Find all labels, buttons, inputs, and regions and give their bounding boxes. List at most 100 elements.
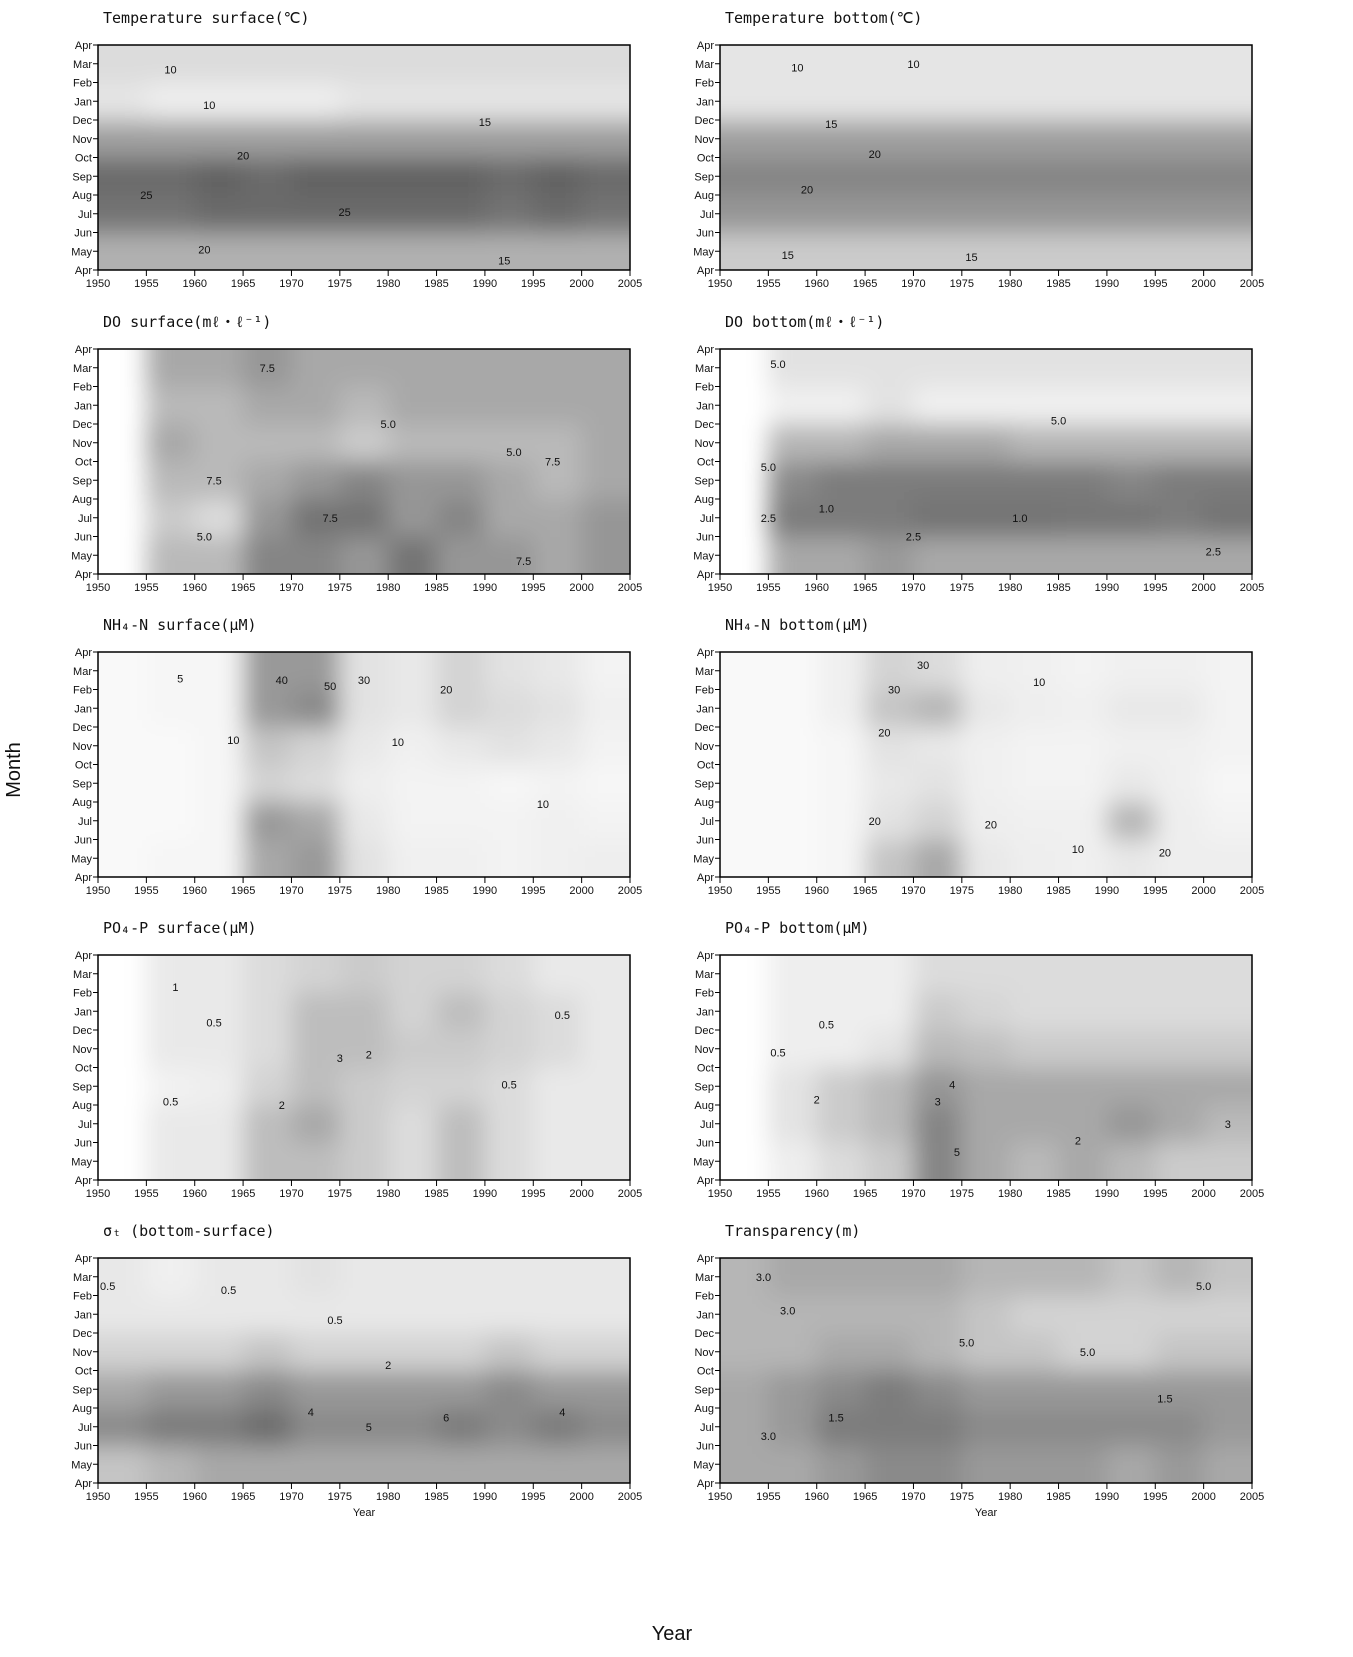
y-tick-label: Oct xyxy=(75,760,92,772)
heat-cell xyxy=(1058,1295,1108,1334)
y-tick-label: Mar xyxy=(73,666,92,678)
heat-cell xyxy=(816,839,866,877)
heat-cell xyxy=(194,499,244,537)
contour-label: 0.5 xyxy=(221,1285,236,1297)
heat-cell xyxy=(1155,727,1205,765)
heat-cell xyxy=(291,652,341,690)
y-tick-label: Aug xyxy=(72,494,92,506)
heat-cell xyxy=(339,424,389,462)
contour-label: 1.0 xyxy=(1012,513,1027,525)
heat-cell xyxy=(768,461,818,500)
heat-cell xyxy=(1058,1030,1108,1068)
heat-cell xyxy=(816,1067,866,1106)
heat-cell xyxy=(581,120,630,158)
heat-cell xyxy=(913,802,963,840)
y-tick-label: Jul xyxy=(700,513,714,525)
contour-label: 5.0 xyxy=(959,1337,974,1349)
contour-label: 5.0 xyxy=(506,447,521,459)
heat-cell xyxy=(1203,1105,1252,1143)
x-tick-label: 1960 xyxy=(804,582,828,594)
heat-cell xyxy=(339,1258,389,1296)
contour-label: 20 xyxy=(801,184,813,196)
heat-cell xyxy=(816,1370,866,1409)
heat-cell xyxy=(484,1445,534,1483)
heat-cell xyxy=(1203,157,1252,196)
contour-label: 10 xyxy=(1072,844,1084,856)
contour-label: 2 xyxy=(814,1094,820,1106)
heat-cell xyxy=(913,349,963,387)
heat-cell xyxy=(339,955,389,993)
heat-cell xyxy=(533,386,583,425)
y-tick-label: Apr xyxy=(75,1253,92,1265)
heat-cell xyxy=(98,727,147,765)
heat-cell xyxy=(388,1408,438,1446)
heat-cell xyxy=(581,839,630,877)
heat-cell xyxy=(961,1030,1011,1068)
heat-cell xyxy=(1058,764,1108,803)
heat-cell xyxy=(243,652,292,690)
heat-cell xyxy=(865,424,914,462)
heat-cell xyxy=(533,1445,583,1483)
contour-label: 1.0 xyxy=(819,503,834,515)
heat-cell xyxy=(816,157,866,196)
heat-cell xyxy=(816,1258,866,1296)
heat-cell xyxy=(533,195,583,233)
heat-cell xyxy=(581,461,630,500)
heat-cell xyxy=(243,120,292,158)
contour-label: 30 xyxy=(888,685,900,697)
contour-label: 0.5 xyxy=(100,1281,115,1293)
heat-cell xyxy=(436,1370,486,1409)
heat-cell xyxy=(1058,802,1108,840)
x-tick-label: 2000 xyxy=(1191,1491,1215,1503)
heat-cell xyxy=(816,1445,866,1483)
heatmap xyxy=(768,349,1252,574)
x-tick-label: 2000 xyxy=(569,885,593,897)
heat-cell xyxy=(961,689,1011,728)
heatmap xyxy=(98,45,630,270)
y-tick-label: Feb xyxy=(695,1291,714,1303)
contour-label: 3 xyxy=(935,1096,941,1108)
heat-cell xyxy=(291,1258,341,1296)
heat-cell xyxy=(388,1258,438,1296)
y-tick-label: Mar xyxy=(695,969,714,981)
heat-cell xyxy=(484,689,534,728)
heat-cell xyxy=(146,195,196,233)
x-tick-label: 2000 xyxy=(569,582,593,594)
x-tick-label: 2005 xyxy=(1240,582,1264,594)
contour-label: 2 xyxy=(385,1360,391,1372)
y-tick-label: Jan xyxy=(696,1309,714,1321)
heat-cell xyxy=(388,764,438,803)
contour-label: 15 xyxy=(498,256,510,268)
heat-cell xyxy=(1106,992,1156,1031)
heat-cell xyxy=(1058,652,1108,690)
y-tick-label: Dec xyxy=(72,1328,92,1340)
heat-cell xyxy=(388,45,438,83)
heat-cell xyxy=(1203,1408,1252,1446)
heat-cell xyxy=(98,1370,147,1409)
x-tick-label: 1985 xyxy=(1046,1188,1070,1200)
y-tick-label: Sep xyxy=(72,1081,92,1093)
heat-cell xyxy=(768,349,818,387)
heat-cell xyxy=(961,727,1011,765)
contour-label: 4 xyxy=(559,1407,565,1419)
contour-label: 10 xyxy=(791,63,803,75)
heat-cell xyxy=(865,386,914,425)
x-tick-label: 1985 xyxy=(1046,885,1070,897)
heat-cell xyxy=(243,1370,292,1409)
y-tick-label: Aug xyxy=(72,1403,92,1415)
contour-label: 5.0 xyxy=(381,419,396,431)
x-tick-label: 1960 xyxy=(804,1491,828,1503)
heat-cell xyxy=(339,386,389,425)
heat-cell xyxy=(243,195,292,233)
heat-cell xyxy=(1010,955,1060,993)
heat-cell xyxy=(1155,1030,1205,1068)
y-tick-label: Nov xyxy=(694,438,714,450)
y-tick-label: Jun xyxy=(74,532,92,544)
contour-label: 1.5 xyxy=(828,1412,843,1424)
heat-cell xyxy=(961,1105,1011,1143)
heat-cell xyxy=(1010,1258,1060,1296)
heat-cell xyxy=(913,839,963,877)
x-tick-label: 2005 xyxy=(1240,1188,1264,1200)
heat-cell xyxy=(1203,1445,1252,1483)
x-tick-label: 1960 xyxy=(804,1188,828,1200)
